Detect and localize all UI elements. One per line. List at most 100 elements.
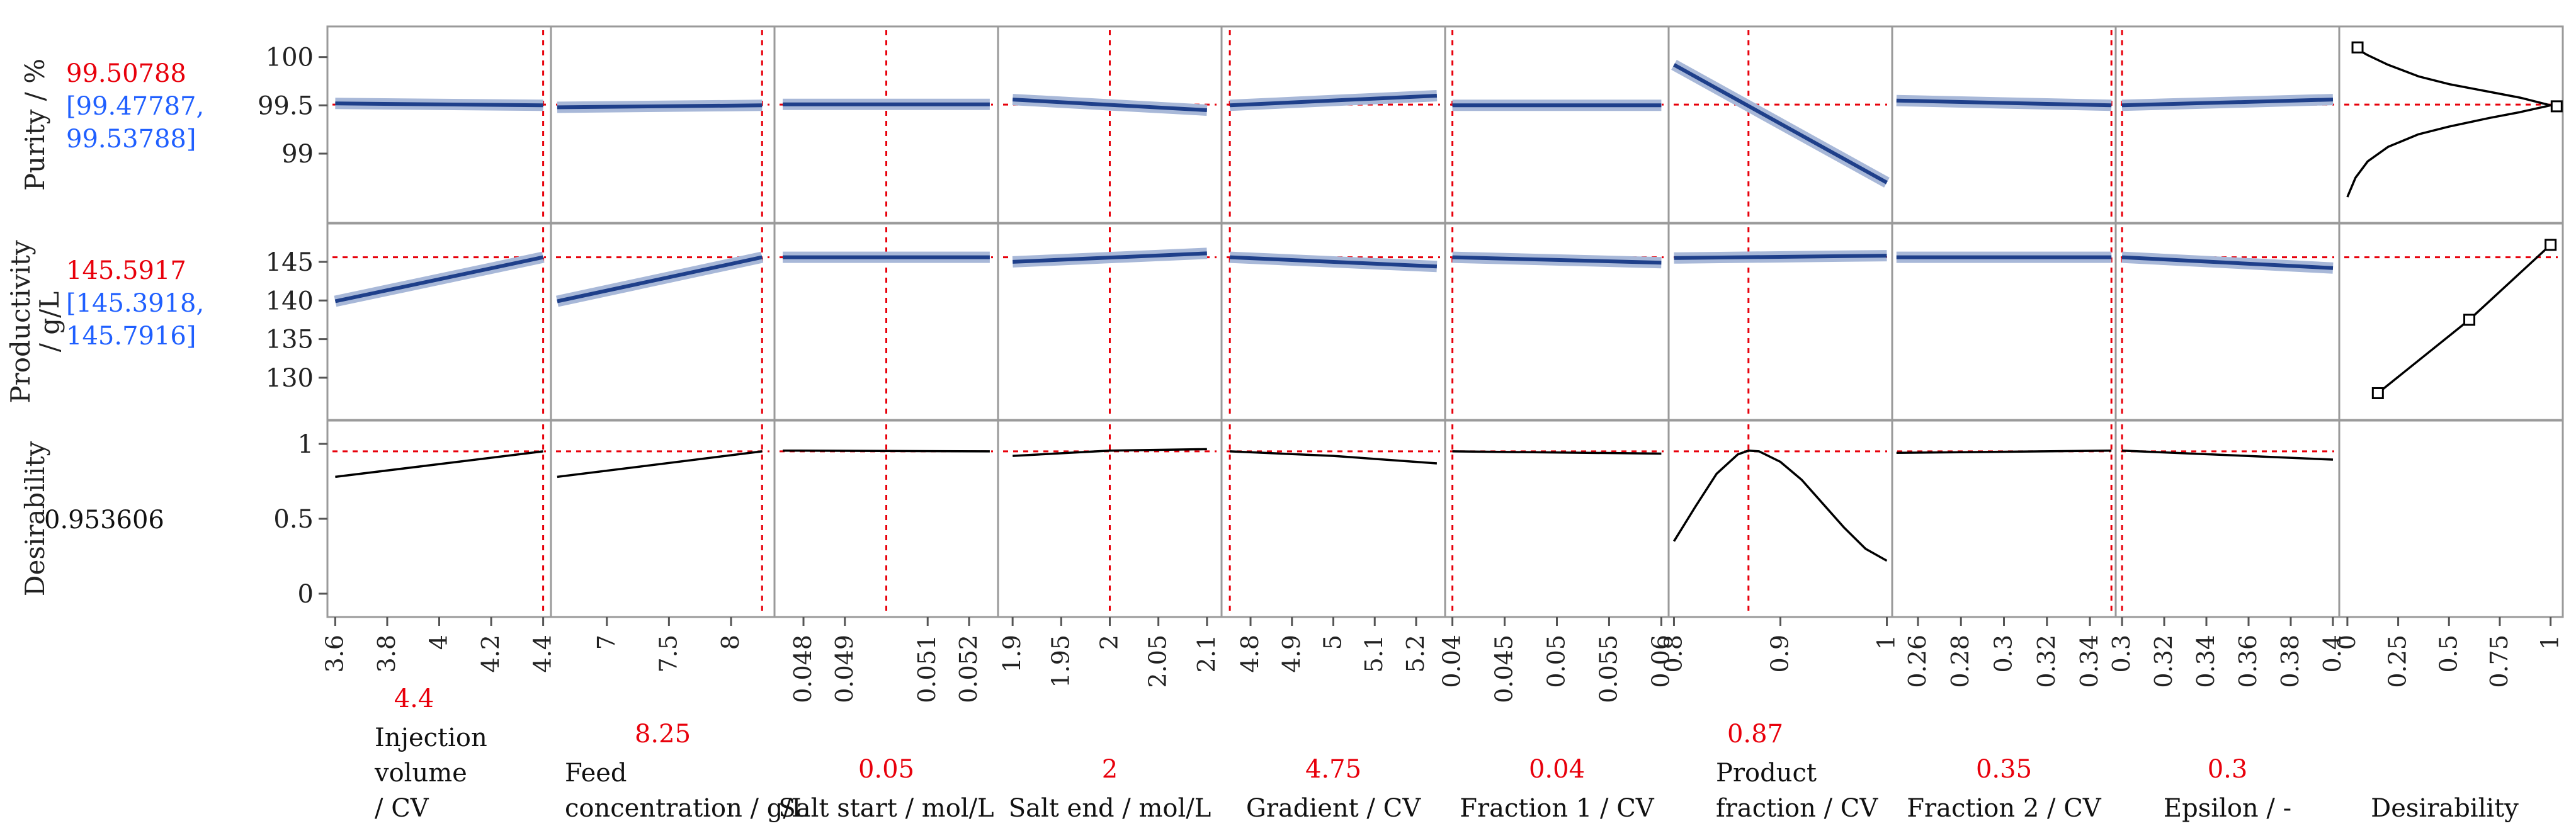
x-tick-label: 0.04 [1438,635,1466,688]
response-interval: [145.3918, [66,289,204,318]
x-tick-label: 5.2 [1402,635,1429,672]
panel-frame [1667,419,1893,618]
response-trace [557,103,763,110]
factor-label: / CV [375,794,429,823]
response-trace [1229,94,1438,108]
x-tick-label: 4.2 [477,635,504,672]
response-current-value: 0.953606 [44,506,164,535]
y-tick-label: 0.5 [273,505,314,534]
panel-frame [1220,419,1446,618]
response-trace [557,255,763,303]
desirability-trace [1013,448,1207,457]
x-tick-label: 0.052 [955,635,982,703]
x-tick-label: 1.9 [998,635,1026,672]
x-tick-label: 1 [1873,635,1900,650]
desirability-trace [1452,450,1662,455]
response-trace [1229,255,1438,269]
y-tick-label: 135 [266,326,314,354]
response-trace [334,255,544,303]
desirability-trace [1896,449,2112,455]
x-tick-label: 0.3 [2108,635,2135,672]
x-tick-label: 4.9 [1278,635,1305,672]
y-tick-label: 130 [266,364,314,393]
x-tick-label: 0.5 [2434,635,2462,672]
desirability-trace [557,450,763,478]
response-current-value: 145.5917 [66,256,186,285]
response-interval: 99.53788] [66,125,196,154]
factor-current-value: 0.87 [1727,720,1783,749]
y-tick-label: 1 [298,430,314,459]
purity-desirability-function [2346,48,2552,198]
x-tick-label: 0.34 [2075,635,2103,688]
panel-frame [2338,419,2564,618]
desirability-handle [2351,41,2364,54]
factor-current-value: 4.75 [1305,755,1361,784]
factor-label: Feed [565,759,627,788]
x-tick-label: 0.4 [2318,635,2346,672]
x-tick-label: 3.6 [321,635,348,672]
x-tick-label: 0.28 [1946,635,1974,688]
x-tick-label: 0.05 [1543,635,1570,688]
x-tick-label: 0 [2333,635,2361,650]
x-tick-label: 1.95 [1047,635,1074,688]
factor-label: concentration / g/L [565,794,808,823]
response-interval: [99.47787, [66,92,204,121]
x-tick-label: 0.75 [2485,635,2513,688]
panel-frames [319,25,2564,626]
desirability-trace [1230,450,1438,465]
x-tick-label: 0.8 [1659,635,1687,672]
response-label: / g/L [34,292,65,352]
x-tick-label: 0.051 [913,635,941,703]
panel-frame [1444,25,1670,224]
factor-current-value: 2 [1102,755,1118,784]
response-current-value: 99.50788 [66,59,186,88]
x-tick-label: 0.06 [1647,635,1674,688]
panel-frame [550,222,776,421]
labels: 99 99.5 100 Purity / % 99.50788 [99.47787, 99.… [5,43,2564,823]
factor-label: fraction / CV [1716,794,1878,823]
panel-frame [2338,25,2564,224]
panel-frame [326,222,552,421]
factor-current-value: 0.35 [1976,755,2032,784]
y-tick-label: 145 [266,248,314,277]
response-trace [2121,255,2334,270]
x-tick-label: 4 [425,635,453,650]
y-tick-label: 100 [266,43,314,72]
factor-current-value: 8.25 [635,720,691,749]
x-tick-label: 0.9 [1766,635,1794,672]
desirability-handle [2463,314,2476,326]
factor-label: volume [374,759,467,788]
x-tick-label: 0.34 [2192,635,2220,688]
x-tick-label: 0.32 [2150,635,2177,688]
x-tick-label: 0.045 [1490,635,1518,703]
x-tick-label: 0.25 [2384,635,2412,688]
panel-frame [550,25,776,224]
y-tick-label: 99 [281,140,314,169]
panel-data [332,30,2563,613]
desirability-trace [1673,449,1888,562]
factor-label: Salt end / mol/L [1009,794,1211,823]
factor-label: Product [1716,759,1817,788]
x-tick-label: 0.26 [1904,635,1931,688]
x-tick-label: 0.048 [789,635,817,703]
x-tick-label: 4.8 [1236,635,1264,672]
y-tick-label: 99.5 [258,91,314,120]
factor-label: Gradient / CV [1246,794,1421,823]
x-tick-label: 7.5 [654,635,682,672]
factor-label: Epsilon / - [2164,794,2291,823]
x-tick-label: 4.4 [529,635,557,672]
desirability-axis-label: Desirability [2371,794,2519,823]
factor-current-value: 0.04 [1529,755,1585,784]
response-interval: 145.7916] [66,322,196,351]
x-tick-label: 5 [1319,635,1347,650]
x-tick-label: 7 [593,635,620,650]
x-tick-label: 0.32 [2033,635,2060,688]
factor-label: Salt start / mol/L [778,794,994,823]
desirability-trace [335,450,543,478]
x-tick-label: 2.1 [1193,635,1220,672]
response-trace [1013,98,1207,112]
x-tick-label: 5.1 [1360,635,1388,672]
response-label: Purity / % [20,59,50,191]
response-trace [1896,98,2112,108]
